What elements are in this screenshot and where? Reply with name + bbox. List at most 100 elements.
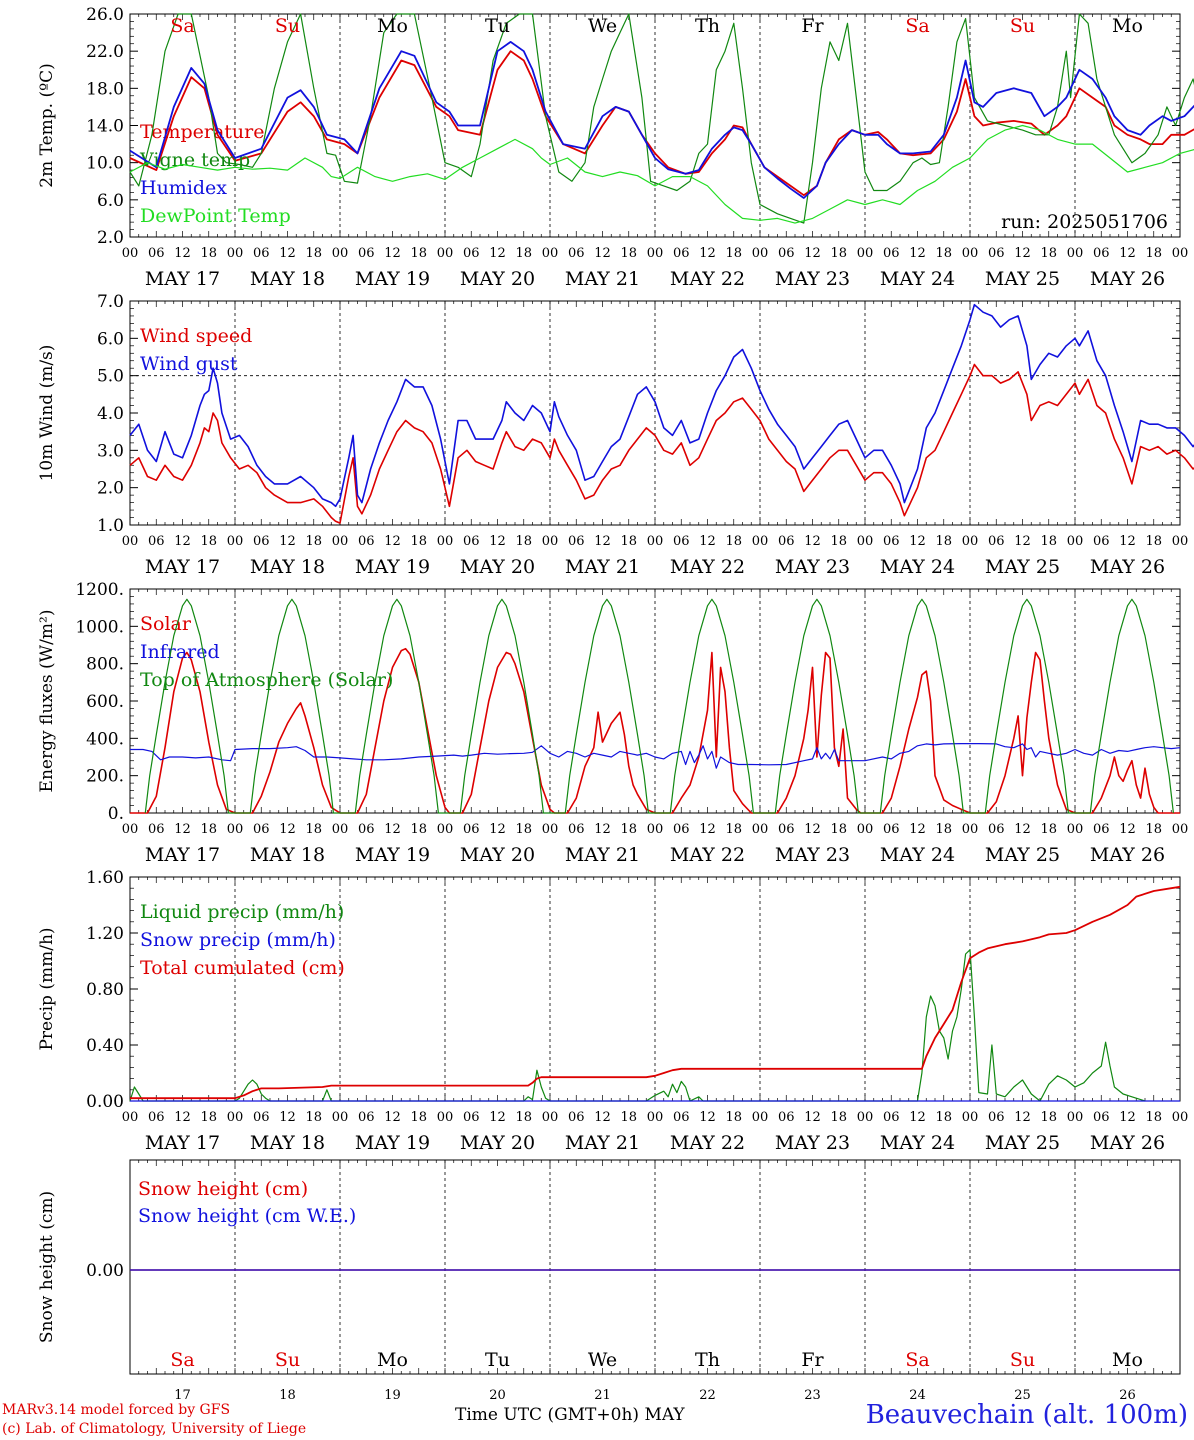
- hour-tick-label: 00: [227, 1110, 244, 1125]
- hour-tick-label: 00: [122, 822, 139, 837]
- hour-tick-label: 18: [200, 822, 217, 837]
- y-tick-label: 18.0: [86, 79, 124, 99]
- y-tick-label: 4.0: [97, 404, 124, 424]
- hour-tick-label: 00: [227, 822, 244, 837]
- hour-tick-label: 18: [515, 534, 532, 549]
- weekday-label: Mo: [377, 1349, 408, 1371]
- hour-tick-label: 06: [1093, 534, 1110, 549]
- y-axis-label: Precip (mm/h): [37, 927, 57, 1050]
- series-line-4: [129, 124, 1194, 224]
- hour-tick-label: 12: [804, 822, 821, 837]
- hour-tick-label: 12: [489, 1110, 506, 1125]
- hour-tick-label: 18: [515, 822, 532, 837]
- hour-tick-label: 00: [857, 534, 874, 549]
- date-label: MAY 24: [880, 1132, 955, 1154]
- weekday-label: We: [588, 1349, 617, 1371]
- legend-entry: Wind gust: [140, 353, 238, 375]
- hour-tick-label: 00: [227, 534, 244, 549]
- date-label: MAY 26: [1090, 1132, 1165, 1154]
- y-tick-label: 600.: [86, 692, 124, 712]
- hour-tick-label: 06: [988, 246, 1005, 261]
- hour-tick-label: 06: [463, 534, 480, 549]
- y-tick-label: 800.: [86, 655, 124, 675]
- weekday-label: Su: [275, 1349, 300, 1371]
- hour-tick-label: 06: [358, 534, 375, 549]
- hour-tick-label: 06: [463, 246, 480, 261]
- hour-tick-label: 18: [1040, 534, 1057, 549]
- hour-tick-label: 18: [935, 822, 952, 837]
- hour-tick-label: 00: [332, 1110, 349, 1125]
- hour-tick-label: 18: [1145, 534, 1162, 549]
- hour-tick-label: 18: [725, 246, 742, 261]
- date-label: MAY 21: [565, 556, 640, 578]
- hour-tick-label: 12: [699, 822, 716, 837]
- hour-tick-label: 06: [778, 246, 795, 261]
- hour-tick-label: 12: [174, 1110, 191, 1125]
- hour-tick-label: 00: [752, 534, 769, 549]
- hour-tick-label: 12: [909, 534, 926, 549]
- date-label: MAY 22: [670, 1132, 745, 1154]
- hour-tick-label: 12: [384, 1110, 401, 1125]
- date-label: MAY 17: [145, 268, 220, 290]
- hour-tick-label: 00: [647, 822, 664, 837]
- date-label: MAY 19: [355, 268, 430, 290]
- hour-tick-label: 06: [358, 822, 375, 837]
- y-tick-label: 1.20: [86, 924, 124, 944]
- station-name: Beauvechain (alt. 100m): [865, 1400, 1188, 1430]
- hour-tick-label: 06: [463, 822, 480, 837]
- hour-tick-label: 06: [358, 1110, 375, 1125]
- hour-tick-label: 00: [1067, 534, 1084, 549]
- hour-tick-label: 06: [568, 822, 585, 837]
- time-axis-label: Time UTC (GMT+0h) MAY: [455, 1405, 685, 1425]
- hour-tick-label: 06: [883, 534, 900, 549]
- date-label: MAY 20: [460, 556, 535, 578]
- date-label: MAY 25: [985, 268, 1060, 290]
- hour-tick-label: 06: [778, 822, 795, 837]
- series-line-2: [129, 303, 1194, 508]
- day-number-label: 22: [699, 1388, 716, 1403]
- hour-tick-label: 00: [647, 1110, 664, 1125]
- hour-tick-label: 12: [699, 246, 716, 261]
- panel-3-frame: [129, 588, 1181, 814]
- date-label: MAY 19: [355, 556, 430, 578]
- hour-tick-label: 12: [279, 1110, 296, 1125]
- y-axis-label: 2m Temp. (ºC): [37, 63, 57, 188]
- hour-tick-label: 12: [699, 1110, 716, 1125]
- date-label: MAY 24: [880, 268, 955, 290]
- hour-tick-label: 00: [962, 534, 979, 549]
- date-label: MAY 18: [250, 268, 325, 290]
- date-label: MAY 18: [250, 844, 325, 866]
- date-label: MAY 18: [250, 1132, 325, 1154]
- hour-tick-label: 06: [253, 534, 270, 549]
- day-number-label: 25: [1014, 1388, 1031, 1403]
- hour-tick-label: 18: [410, 534, 427, 549]
- hour-tick-label: 00: [122, 246, 139, 261]
- y-tick-label: 0.: [108, 804, 124, 824]
- hour-tick-label: 12: [1119, 822, 1136, 837]
- hour-tick-label: 06: [148, 246, 165, 261]
- hour-tick-label: 18: [830, 822, 847, 837]
- y-tick-label: 2.0: [97, 479, 124, 499]
- hour-tick-label: 06: [148, 822, 165, 837]
- hour-tick-label: 00: [542, 534, 559, 549]
- hour-tick-label: 00: [1172, 822, 1189, 837]
- hour-tick-label: 00: [1067, 246, 1084, 261]
- day-number-label: 19: [384, 1388, 401, 1403]
- hour-tick-label: 18: [1145, 246, 1162, 261]
- y-tick-label: 200.: [86, 767, 124, 787]
- hour-tick-label: 12: [1014, 246, 1031, 261]
- weekday-label: Fr: [801, 1349, 824, 1371]
- weekday-label: Sa: [170, 1349, 194, 1371]
- hour-tick-label: 18: [620, 822, 637, 837]
- date-label: MAY 23: [775, 1132, 850, 1154]
- y-tick-label: 3.0: [97, 441, 124, 461]
- hour-tick-label: 00: [647, 246, 664, 261]
- date-label: MAY 22: [670, 268, 745, 290]
- hour-tick-label: 06: [463, 1110, 480, 1125]
- date-label: MAY 23: [775, 268, 850, 290]
- hour-tick-label: 12: [594, 534, 611, 549]
- hour-tick-label: 18: [515, 1110, 532, 1125]
- date-label: MAY 26: [1090, 268, 1165, 290]
- hour-tick-label: 18: [200, 534, 217, 549]
